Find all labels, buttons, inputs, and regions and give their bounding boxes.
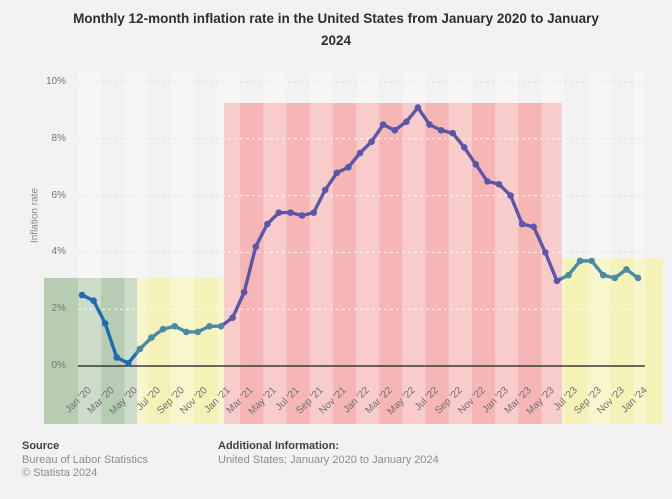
data-point[interactable] [460,144,468,151]
data-point[interactable] [472,161,480,168]
data-point[interactable] [379,121,387,128]
data-point[interactable] [194,328,202,336]
data-point[interactable] [125,359,132,367]
chart-title-line1: Monthly 12-month inflation rate in the U… [73,11,599,26]
inflation-line-segment [222,105,564,326]
red-band [224,103,562,424]
data-point[interactable] [426,121,433,128]
additional-info-label: Additional Information: [218,440,339,452]
data-point[interactable] [90,297,97,304]
y-tick-label: 4% [51,246,66,258]
data-point[interactable] [530,223,538,231]
data-point[interactable] [310,209,317,216]
inflation-line-segment [560,259,640,280]
data-point[interactable] [333,169,341,177]
green-band [44,278,137,424]
y-tick-label: 10% [45,76,66,87]
data-point[interactable] [240,288,248,296]
source-name: Bureau of Labor Statistics [22,454,148,466]
background-stripe [541,72,565,424]
y-tick-label: 0% [51,360,66,371]
gridlines-over-bands [78,138,645,310]
background-stripe [124,72,148,424]
data-point[interactable] [252,243,260,251]
data-point[interactable] [495,180,503,188]
data-point[interactable] [576,257,584,265]
data-point[interactable] [507,192,514,199]
additional-info-text: United States; January 2020 to January 2… [218,454,439,466]
background-stripe [495,72,519,424]
background-stripe [448,72,472,424]
y-tick-label: 8% [51,132,66,144]
data-point[interactable] [437,126,445,134]
background-stripe [217,72,241,424]
data-point[interactable] [345,163,352,171]
data-point[interactable] [356,149,364,157]
copyright-note: © Statista 2024 [22,467,98,479]
inflation-line-segment [80,293,139,365]
data-point[interactable] [518,220,526,228]
data-point[interactable] [78,291,86,299]
source-label: Source [22,440,60,452]
y-tick-label: 2% [51,303,66,315]
data-point[interactable] [217,322,225,330]
data-point[interactable] [484,178,491,185]
data-point[interactable] [403,118,410,126]
y-tick-label: 6% [51,189,66,201]
background-stripe [263,72,287,424]
yellow-band [562,258,663,424]
data-point[interactable] [542,249,549,256]
data-point[interactable] [368,138,375,145]
data-point[interactable] [599,271,607,279]
background-stripe [634,72,645,424]
chart-title-line2: 2024 [320,33,352,48]
data-point[interactable] [634,274,642,282]
data-point[interactable] [553,277,561,285]
data-point[interactable] [229,314,236,322]
data-point[interactable] [565,271,572,279]
data-point[interactable] [136,345,144,353]
data-point[interactable] [321,186,329,194]
data-point[interactable] [275,209,283,216]
data-point[interactable] [206,322,213,330]
background-stripe [309,72,333,424]
data-point[interactable] [287,209,294,216]
data-point[interactable] [623,266,630,273]
data-point[interactable] [148,334,155,341]
yellow-band [137,278,224,424]
data-point[interactable] [414,104,422,111]
background-stripe [587,72,611,424]
data-point[interactable] [113,354,121,361]
data-point[interactable] [182,328,190,336]
data-point[interactable] [298,212,306,219]
data-point[interactable] [588,257,595,265]
background-stripe [78,72,102,424]
background-stripe [356,72,380,424]
data-point[interactable] [171,322,178,330]
y-axis-title: Inflation rate [29,187,41,244]
data-point[interactable] [101,320,109,327]
background-stripe [170,72,194,424]
data-point[interactable] [611,274,619,282]
data-point[interactable] [159,325,167,333]
data-point[interactable] [264,220,271,228]
background-stripe [402,72,426,424]
data-point[interactable] [391,126,399,134]
data-point[interactable] [449,129,456,137]
